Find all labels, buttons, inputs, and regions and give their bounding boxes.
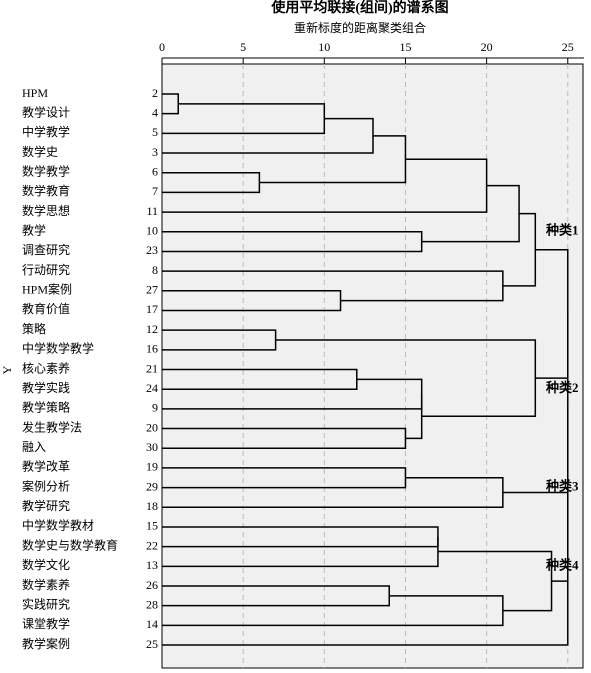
leaf-label: 数学素养 (22, 577, 70, 592)
leaf-id: 23 (146, 243, 158, 257)
leaf-label: 数学史 (22, 144, 58, 159)
leaf-id: 25 (146, 637, 158, 651)
leaf-id: 17 (146, 302, 158, 316)
leaf-id: 26 (146, 578, 158, 592)
leaf-id: 5 (152, 125, 158, 139)
leaf-id: 12 (146, 322, 158, 336)
leaf-label: 调查研究 (22, 242, 70, 257)
leaf-label: 数学思想 (22, 203, 70, 218)
leaf-label: 教学案例 (22, 636, 70, 651)
cluster-label: 种类2 (545, 380, 579, 395)
leaf-id: 7 (152, 184, 158, 198)
leaf-label: 教学实践 (22, 380, 70, 395)
leaf-id: 9 (152, 401, 158, 415)
leaf-label: 核心素养 (22, 360, 70, 375)
chart-subtitle: 重新标度的距离聚类组合 (294, 20, 426, 35)
x-tick-label: 10 (318, 40, 330, 54)
x-tick-label: 5 (240, 40, 246, 54)
leaf-label: 教学策略 (22, 400, 70, 415)
leaf-id: 28 (146, 597, 158, 611)
leaf-label: 教学设计 (22, 104, 70, 119)
cluster-label: 种类4 (545, 557, 579, 572)
x-tick-label: 15 (399, 40, 411, 54)
merge-link (162, 368, 358, 390)
leaf-id: 18 (146, 499, 158, 513)
x-tick-label: 0 (159, 40, 165, 54)
leaf-id: 21 (146, 361, 158, 375)
leaf-label: 融入 (22, 440, 46, 454)
merge-link (162, 231, 423, 253)
leaf-id: 20 (146, 420, 158, 434)
leaf-id: 19 (146, 460, 158, 474)
cluster-label: 种类1 (545, 223, 579, 238)
leaf-label: 中学教学 (22, 124, 70, 139)
leaf-id: 24 (146, 381, 158, 395)
merge-link (162, 477, 504, 509)
leaf-id: 6 (152, 164, 158, 178)
leaf-id: 14 (146, 617, 158, 631)
merge-link (162, 492, 569, 646)
leaf-label: HPM (22, 86, 48, 100)
merge-link (162, 329, 277, 351)
leaf-label: 课堂教学 (22, 616, 70, 631)
leaf-id: 30 (146, 440, 158, 454)
leaf-label: 教育价值 (22, 301, 70, 316)
leaf-id: 2 (152, 86, 158, 100)
leaf-id: 22 (146, 538, 158, 552)
x-tick-label: 20 (481, 40, 493, 54)
leaf-label: 案例分析 (22, 478, 70, 493)
plot-area (161, 63, 584, 669)
leaf-id: 4 (152, 105, 158, 119)
y-axis-label: Y (0, 365, 14, 374)
leaf-label: 策略 (22, 321, 46, 336)
chart-title: 使用平均联接(组间)的谱系图 (270, 0, 448, 16)
leaf-label: 教学 (22, 223, 46, 238)
merge-link (162, 270, 504, 302)
leaf-id: 16 (146, 342, 158, 356)
merge-link (162, 290, 342, 312)
leaf-label: 发生教学法 (22, 419, 82, 434)
leaf-label: 实践研究 (22, 596, 70, 611)
merge-link (162, 158, 488, 213)
merge-link (437, 550, 553, 612)
merge-link (162, 536, 439, 568)
leaf-id: 13 (146, 558, 158, 572)
merge-link (162, 595, 504, 627)
leaf-label: 数学教学 (22, 163, 70, 178)
leaf-id: 8 (152, 263, 158, 277)
leaf-label: HPM案例 (22, 282, 72, 297)
leaf-label: 数学史与数学教育 (22, 537, 118, 552)
leaf-label: 数学教育 (22, 183, 70, 198)
leaf-id: 11 (146, 204, 158, 218)
leaf-id: 27 (146, 283, 158, 297)
leaf-id: 3 (152, 145, 158, 159)
leaf-label: 中学数学教学 (22, 341, 94, 356)
x-tick-label: 25 (562, 40, 574, 54)
leaf-label: 教学研究 (22, 498, 70, 513)
leaf-id: 10 (146, 224, 158, 238)
leaf-id: 15 (146, 519, 158, 533)
leaf-label: 行动研究 (22, 262, 70, 277)
leaf-label: 中学数学教材 (22, 518, 94, 533)
leaf-id: 29 (146, 479, 158, 493)
leaf-label: 数学文化 (22, 557, 70, 572)
cluster-label: 种类3 (545, 479, 579, 494)
leaf-label: 教学改革 (22, 459, 70, 474)
merge-link (405, 394, 423, 440)
